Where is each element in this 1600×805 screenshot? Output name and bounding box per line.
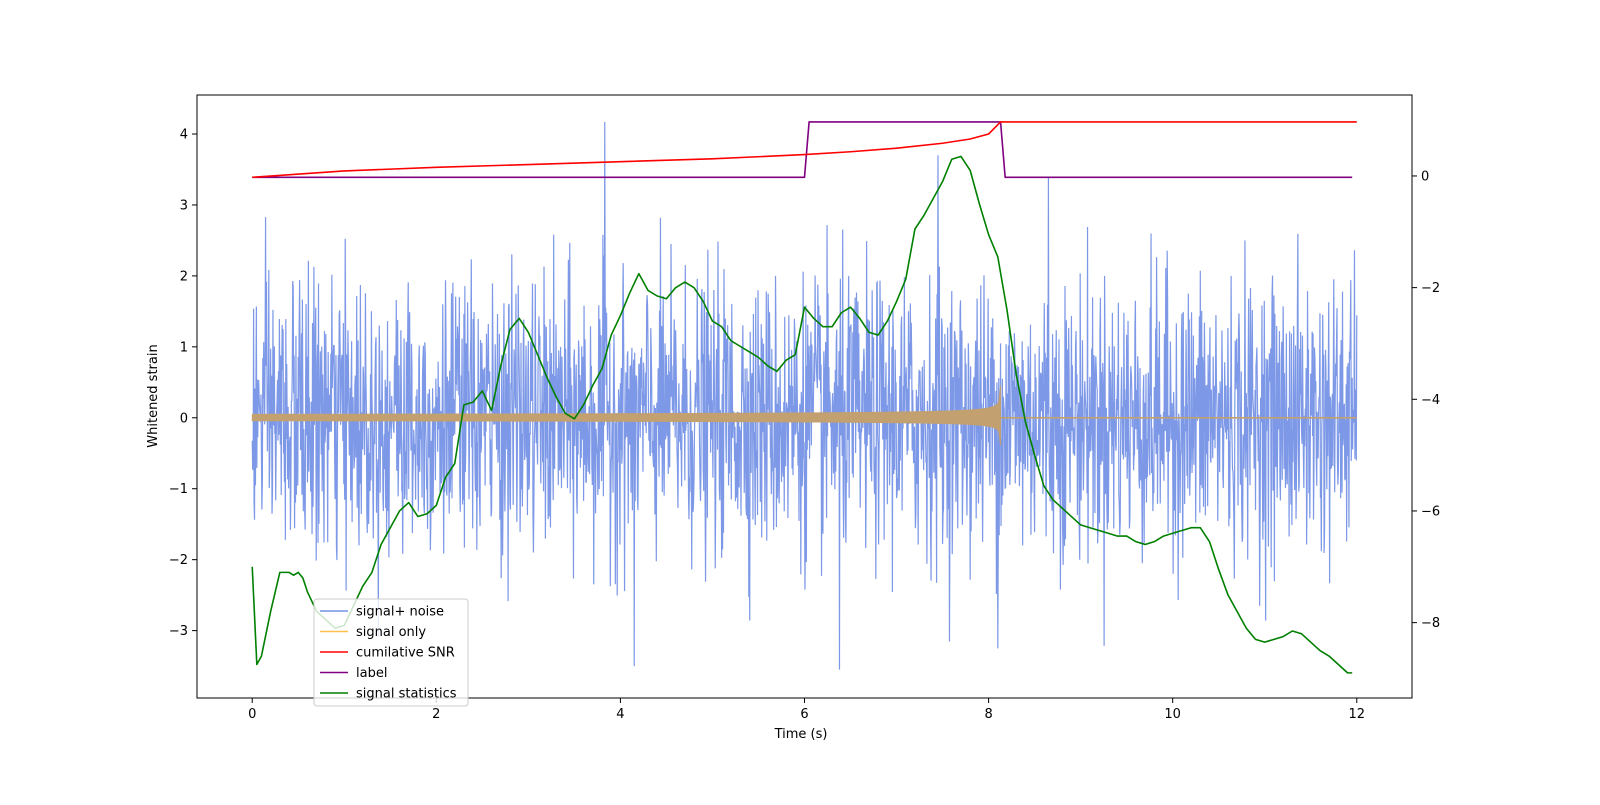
x-axis-label: Time (s) [774,727,828,742]
series-signal-noise-line [251,121,1358,670]
legend-box [313,598,469,707]
y-left-tick-label: −2 [169,553,188,568]
y-axis-label-left: Whitened strain [146,344,161,447]
x-tick-label: 0 [248,707,256,722]
legend-entry-label: signal only [356,625,426,640]
plot-area [251,121,1358,674]
y-right-tick-label: −4 [1421,393,1440,408]
series-label-line [252,121,1353,179]
y-left-tick-label: −1 [169,482,188,497]
series-signal-only-area [251,385,1001,446]
x-tick-label: 4 [616,707,624,722]
y-left-tick-label: 3 [180,198,188,213]
x-tick-label: 10 [1164,707,1181,722]
y-left-tick-label: 2 [180,269,188,284]
y-right-tick-label: −8 [1421,616,1440,631]
legend-entry-label: cumilative SNR [356,646,455,661]
y-right-tick-label: −2 [1421,281,1440,296]
x-tick-label: 2 [432,707,440,722]
y-right-tick-label: −6 [1421,504,1440,519]
y-left-tick-label: 1 [180,340,188,355]
x-tick-label: 6 [800,707,808,722]
y-right-tick-label: 0 [1421,169,1429,184]
legend-entry-label: label [356,666,387,681]
y-left-tick-label: 4 [180,128,188,143]
y-left-tick-label: −3 [169,624,188,639]
legend-entry-label: signal statistics [356,687,457,702]
x-tick-label: 8 [984,707,992,722]
legend: signal+ noise signal only cumilative SNR la… [313,598,469,707]
series-cumulative-snr-line [252,121,1357,179]
legend-entry-label: signal+ noise [356,605,444,620]
y-left-tick-label: 0 [180,411,188,426]
x-tick-label: 12 [1348,707,1365,722]
series-signal-statistics-line [251,155,1353,674]
